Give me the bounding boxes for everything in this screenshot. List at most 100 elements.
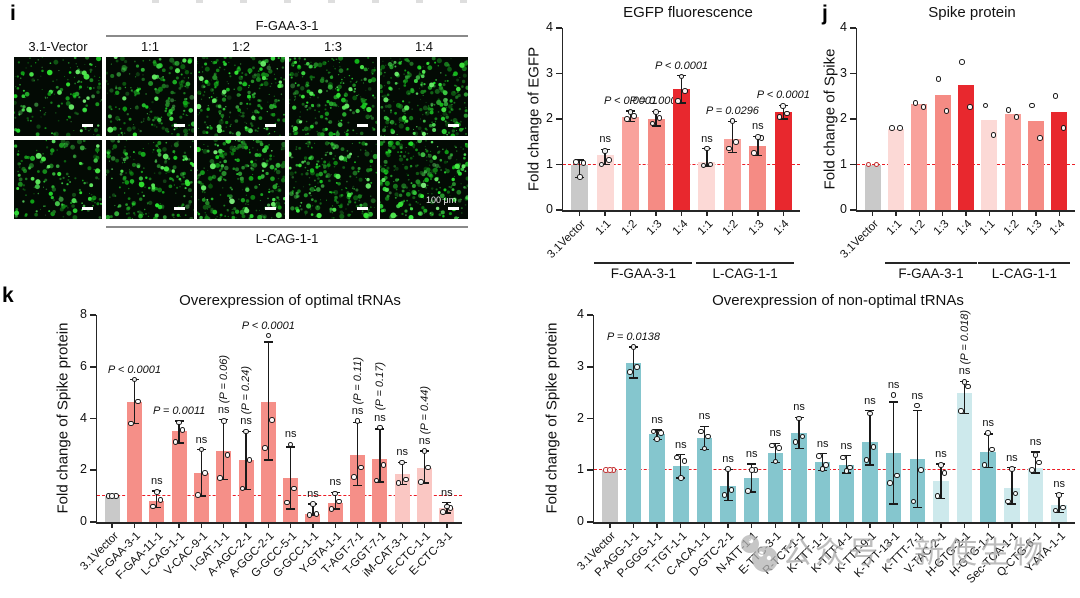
data-point	[792, 438, 799, 445]
data-point	[989, 446, 995, 453]
data-point	[819, 466, 826, 472]
data-point	[425, 464, 431, 471]
data-point	[650, 428, 657, 435]
chart-title: Spike protein	[928, 4, 1016, 21]
error-bar-cap-bottom	[912, 506, 922, 509]
data-point	[602, 148, 608, 154]
error-bar-line	[798, 417, 800, 449]
data-point	[306, 511, 313, 518]
error-bar-line	[1011, 467, 1013, 504]
error-bar-cap-bottom	[442, 512, 452, 514]
significance-label: P = 0.0001	[629, 95, 683, 108]
y-axis-tick	[90, 521, 96, 523]
x-group-label: F-GAA-3-1	[898, 266, 964, 281]
y-axis-tick	[556, 72, 562, 75]
y-axis-tick	[90, 365, 96, 368]
data-point	[823, 462, 830, 468]
bar	[934, 94, 951, 210]
error-bar-line	[289, 446, 292, 510]
error-bar-cap-bottom	[375, 481, 385, 483]
data-point	[150, 503, 156, 510]
error-bar-cap-bottom	[753, 154, 763, 157]
reference-line	[97, 495, 462, 497]
data-point	[965, 383, 971, 390]
error-bar-cap-bottom	[1007, 503, 1017, 505]
x-axis-tick	[703, 523, 706, 528]
data-point	[265, 332, 272, 339]
error-bar-cap-bottom	[174, 442, 184, 444]
data-point	[959, 59, 965, 65]
x-group-line	[594, 262, 693, 264]
chart-title: EGFP fluorescence	[623, 4, 753, 21]
data-point	[733, 138, 739, 145]
bar	[981, 120, 998, 210]
error-bar-line	[401, 462, 403, 485]
x-axis-tick	[1058, 523, 1060, 528]
x-axis-tick	[680, 211, 683, 216]
y-axis-tick	[90, 417, 96, 420]
significance-label: ns	[840, 439, 853, 452]
data-point	[631, 113, 637, 119]
x-axis-tick	[731, 211, 734, 216]
significance-label: ns	[982, 416, 995, 429]
bar	[864, 164, 881, 210]
bar	[956, 392, 973, 522]
x-axis-tick-label: 1:3	[746, 218, 767, 238]
x-axis-tick-label: 3.1Vector	[838, 218, 882, 261]
x-axis-tick	[334, 523, 336, 528]
data-point	[704, 145, 710, 152]
error-bar-cap-top	[770, 442, 780, 445]
data-point	[1037, 135, 1043, 141]
data-point	[656, 115, 663, 121]
data-point	[677, 475, 684, 481]
x-axis-tick	[223, 523, 225, 528]
y-axis-tick-label: 3	[577, 358, 584, 373]
bar	[838, 465, 855, 522]
y-axis-tick	[587, 417, 593, 420]
y-axis-tick-label: 4	[80, 410, 87, 425]
x-axis-tick-label: 1:2	[619, 218, 640, 238]
error-bar-cap-top	[912, 410, 922, 412]
y-axis-tick	[850, 72, 856, 75]
y-axis-line	[592, 315, 595, 522]
data-point	[796, 415, 802, 422]
error-bar-cap-bottom	[628, 377, 638, 379]
data-point	[243, 428, 249, 435]
bar	[774, 112, 792, 210]
y-axis-tick-label: 4	[546, 20, 553, 34]
data-point	[444, 503, 450, 510]
bar	[260, 401, 276, 522]
x-axis-tick	[1034, 523, 1037, 528]
x-axis-tick	[987, 523, 989, 528]
error-bar-line	[987, 434, 989, 468]
x-axis-tick	[245, 523, 247, 528]
bar	[767, 453, 784, 522]
data-point	[943, 108, 950, 115]
x-axis-tick	[895, 211, 897, 216]
data-point	[1052, 93, 1059, 100]
data-point	[675, 98, 681, 104]
x-axis-tick-label: 1:1	[695, 218, 716, 238]
significance-label: ns	[374, 411, 386, 424]
data-point	[894, 472, 901, 479]
error-bar-cap-bottom	[651, 125, 661, 127]
error-bar-cap-bottom	[983, 466, 993, 469]
x-axis-tick	[965, 211, 967, 216]
data-point	[630, 344, 637, 350]
error-bar-line	[379, 428, 381, 482]
data-point	[261, 445, 268, 452]
y-axis-tick-label: 3	[546, 65, 553, 80]
y-axis-tick	[587, 469, 593, 472]
x-axis-tick	[289, 523, 292, 528]
significance-label: ns	[674, 438, 687, 451]
y-axis-tick-label: 1	[840, 156, 847, 171]
data-point	[627, 369, 633, 375]
data-point	[843, 468, 850, 475]
x-axis-tick	[782, 211, 784, 216]
x-axis-tick-label: 1:4	[771, 218, 792, 238]
bar	[596, 155, 614, 210]
significance-p-rotated: (P = 0.06)	[217, 354, 230, 403]
x-axis-tick-label: 3.1Vector	[545, 218, 589, 261]
data-point	[153, 489, 160, 496]
error-bar-line	[782, 105, 784, 119]
